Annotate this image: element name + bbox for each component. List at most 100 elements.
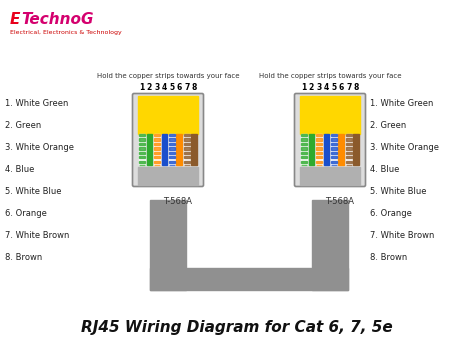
Bar (301, 134, 307, 165)
Text: 1. White Green: 1. White Green (370, 98, 433, 108)
Bar (301, 143, 307, 145)
Text: 2: 2 (309, 83, 314, 92)
Text: 1: 1 (139, 83, 145, 92)
Text: 3: 3 (154, 83, 159, 92)
Bar (346, 134, 352, 165)
Bar (324, 134, 329, 165)
Bar (331, 134, 337, 136)
Bar (331, 152, 337, 154)
Bar (331, 156, 337, 158)
Bar (139, 156, 145, 158)
Text: 6: 6 (177, 83, 182, 92)
Text: 3. White Orange: 3. White Orange (370, 143, 439, 151)
Bar (301, 152, 307, 154)
Bar (309, 134, 314, 165)
Bar (139, 161, 145, 163)
Bar (154, 152, 160, 154)
Bar (331, 161, 337, 163)
FancyBboxPatch shape (294, 94, 365, 186)
Bar (139, 152, 145, 154)
Bar (139, 147, 145, 150)
Bar (346, 156, 352, 158)
Text: 5: 5 (169, 83, 174, 92)
Bar (139, 134, 145, 165)
Bar (150, 200, 186, 290)
Text: 2: 2 (146, 83, 152, 92)
Bar (169, 161, 175, 163)
Text: 7. White Brown: 7. White Brown (5, 231, 69, 239)
Bar (346, 152, 352, 154)
Text: 2. Green: 2. Green (370, 120, 406, 130)
Text: 2. Green: 2. Green (5, 120, 41, 130)
Bar (354, 134, 359, 165)
Bar (154, 143, 160, 145)
Bar (316, 156, 322, 158)
Text: TechnoG: TechnoG (21, 12, 93, 27)
Text: 4. Blue: 4. Blue (370, 164, 400, 174)
Bar (154, 138, 160, 140)
Bar (154, 134, 160, 165)
Text: 5: 5 (331, 83, 336, 92)
Text: 1: 1 (301, 83, 307, 92)
Bar (331, 147, 337, 150)
Bar (346, 134, 352, 136)
Bar (162, 134, 167, 165)
Bar (301, 134, 307, 136)
Text: RJ45 Wiring Diagram for Cat 6, 7, 5e: RJ45 Wiring Diagram for Cat 6, 7, 5e (81, 320, 393, 335)
Text: 6. Orange: 6. Orange (5, 209, 47, 217)
Text: T-568A: T-568A (326, 197, 355, 206)
Text: 8. Brown: 8. Brown (370, 252, 407, 262)
Text: 7. White Brown: 7. White Brown (370, 231, 434, 239)
Bar (154, 134, 160, 136)
Bar (346, 161, 352, 163)
Text: 5. White Blue: 5. White Blue (370, 186, 427, 196)
Bar (146, 134, 153, 165)
Bar (300, 167, 360, 185)
Bar (184, 138, 190, 140)
Bar (169, 138, 175, 140)
Bar (331, 134, 337, 165)
Text: Hold the copper strips towards your face: Hold the copper strips towards your face (97, 73, 239, 79)
FancyBboxPatch shape (133, 94, 203, 186)
Bar (191, 134, 197, 165)
Bar (338, 134, 345, 165)
Bar (169, 156, 175, 158)
Bar (331, 138, 337, 140)
Bar (169, 134, 175, 136)
Text: 3: 3 (316, 83, 321, 92)
Bar (316, 161, 322, 163)
Bar (139, 143, 145, 145)
Text: 1. White Green: 1. White Green (5, 98, 68, 108)
Text: 7: 7 (184, 83, 190, 92)
Text: 8: 8 (191, 83, 197, 92)
Bar (331, 143, 337, 145)
Bar (346, 138, 352, 140)
Bar (154, 161, 160, 163)
Text: 7: 7 (346, 83, 351, 92)
Text: 8. Brown: 8. Brown (5, 252, 42, 262)
Bar (139, 134, 145, 136)
Bar (346, 147, 352, 150)
Bar (169, 147, 175, 150)
Text: 4: 4 (324, 83, 329, 92)
Bar (176, 134, 182, 165)
Bar (301, 161, 307, 163)
Text: Hold the copper strips towards your face: Hold the copper strips towards your face (259, 73, 401, 79)
Bar (138, 167, 198, 185)
Bar (154, 147, 160, 150)
Text: 4: 4 (162, 83, 167, 92)
Bar (154, 156, 160, 158)
Text: E: E (10, 12, 20, 27)
Bar (184, 134, 190, 165)
Text: 8: 8 (354, 83, 359, 92)
Text: Electrical, Electronics & Technology: Electrical, Electronics & Technology (10, 30, 122, 35)
Text: 6: 6 (338, 83, 344, 92)
Bar (316, 147, 322, 150)
Bar (138, 96, 198, 134)
Bar (150, 268, 348, 290)
Bar (301, 138, 307, 140)
Bar (316, 134, 322, 165)
Bar (316, 152, 322, 154)
Bar (184, 152, 190, 154)
Bar (169, 134, 175, 165)
